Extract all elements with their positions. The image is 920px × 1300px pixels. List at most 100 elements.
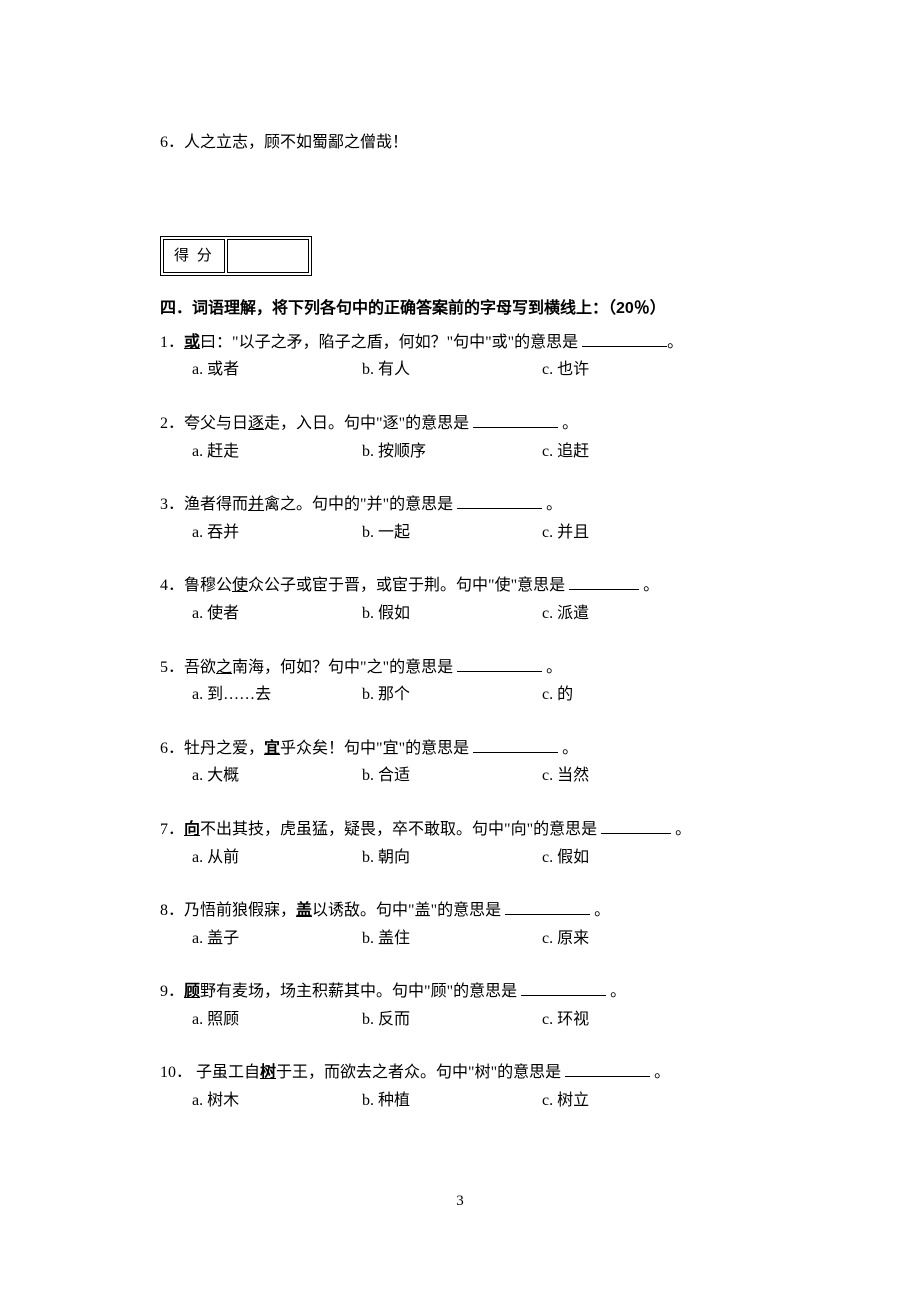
question-post-text: 不出其技，虎虽猛，疑畏，卒不敢取。句中"向"的意思是 bbox=[200, 821, 601, 838]
question: 2．夸父与日逐走，入日。句中"逐"的意思是 。a. 赶走b. 按顺序c. 追赶 bbox=[160, 411, 770, 464]
option-b: b. 假如 bbox=[362, 601, 542, 627]
option-c: c. 当然 bbox=[542, 763, 712, 789]
answer-blank[interactable] bbox=[582, 330, 667, 347]
question-tail: 。 bbox=[650, 1064, 670, 1081]
keyword: 宜 bbox=[264, 740, 280, 757]
question-pre-text: 夸父与日 bbox=[184, 415, 248, 432]
answer-blank[interactable] bbox=[565, 1060, 650, 1077]
option-b: b. 朝向 bbox=[362, 845, 542, 871]
options-row: a. 或者b. 有人c. 也许 bbox=[160, 357, 770, 383]
answer-blank[interactable] bbox=[457, 655, 542, 672]
option-a: a. 从前 bbox=[192, 845, 362, 871]
option-b: b. 合适 bbox=[362, 763, 542, 789]
options-row: a. 到……去b. 那个c. 的 bbox=[160, 682, 770, 708]
question: 5．吾欲之南海，何如？句中"之"的意思是 。a. 到……去b. 那个c. 的 bbox=[160, 655, 770, 708]
option-b: b. 种植 bbox=[362, 1088, 542, 1114]
question-text: 8．乃悟前狼假寐，盖以诱敌。句中"盖"的意思是 。 bbox=[160, 898, 770, 924]
option-b: b. 盖住 bbox=[362, 926, 542, 952]
question-post-text: 禽之。句中的"并"的意思是 bbox=[264, 496, 457, 513]
answer-blank[interactable] bbox=[569, 573, 639, 590]
question-number: 2． bbox=[160, 415, 184, 432]
question-text: 9．顾野有麦场，场主积薪其中。句中"顾"的意思是 。 bbox=[160, 979, 770, 1005]
option-a: a. 或者 bbox=[192, 357, 362, 383]
question-text: 1．或曰："以子之矛，陷子之盾，何如？"句中"或"的意思是 。 bbox=[160, 330, 770, 356]
score-blank bbox=[227, 239, 309, 273]
option-a: a. 大概 bbox=[192, 763, 362, 789]
keyword: 或 bbox=[184, 334, 200, 351]
answer-blank[interactable] bbox=[457, 492, 542, 509]
question: 1．或曰："以子之矛，陷子之盾，何如？"句中"或"的意思是 。a. 或者b. 有… bbox=[160, 330, 770, 383]
prev-question-line: 6．人之立志，顾不如蜀鄙之僧哉！ bbox=[160, 130, 770, 156]
option-a: a. 树木 bbox=[192, 1088, 362, 1114]
question-tail: 。 bbox=[639, 577, 659, 594]
question-number: 5． bbox=[160, 659, 184, 676]
question-post-text: 众公子或宦于晋，或宦于荆。句中"使"意思是 bbox=[248, 577, 569, 594]
answer-blank[interactable] bbox=[473, 411, 558, 428]
option-b: b. 那个 bbox=[362, 682, 542, 708]
answer-blank[interactable] bbox=[521, 979, 606, 996]
question-pre-text: 乃悟前狼假寐， bbox=[184, 902, 296, 919]
question-number: 1． bbox=[160, 334, 184, 351]
question-tail: 。 bbox=[558, 740, 578, 757]
option-c: c. 派遣 bbox=[542, 601, 712, 627]
question-tail: 。 bbox=[558, 415, 578, 432]
option-b: b. 有人 bbox=[362, 357, 542, 383]
option-c: c. 假如 bbox=[542, 845, 712, 871]
option-b: b. 反而 bbox=[362, 1007, 542, 1033]
keyword: 顾 bbox=[184, 983, 200, 1000]
question-post-text: 南海，何如？句中"之"的意思是 bbox=[232, 659, 457, 676]
option-a: a. 盖子 bbox=[192, 926, 362, 952]
section-title: 四．词语理解，将下列各句中的正确答案前的字母写到横线上：（20％） bbox=[160, 296, 770, 322]
options-row: a. 赶走b. 按顺序c. 追赶 bbox=[160, 439, 770, 465]
question-post-text: 曰："以子之矛，陷子之盾，何如？"句中"或"的意思是 bbox=[200, 334, 582, 351]
question-pre-text: 渔者得而 bbox=[184, 496, 248, 513]
option-c: c. 原来 bbox=[542, 926, 712, 952]
question-pre-text: 子虽工自 bbox=[192, 1064, 260, 1081]
options-row: a. 树木b. 种植c. 树立 bbox=[160, 1088, 770, 1114]
answer-blank[interactable] bbox=[505, 898, 590, 915]
answer-blank[interactable] bbox=[473, 736, 558, 753]
question: 3．渔者得而并禽之。句中的"并"的意思是 。a. 吞并b. 一起c. 并且 bbox=[160, 492, 770, 545]
question-tail: 。 bbox=[667, 334, 683, 351]
question-number: 7． bbox=[160, 821, 184, 838]
question: 9．顾野有麦场，场主积薪其中。句中"顾"的意思是 。a. 照顾b. 反而c. 环… bbox=[160, 979, 770, 1032]
question-number: 4． bbox=[160, 577, 184, 594]
option-c: c. 追赶 bbox=[542, 439, 712, 465]
keyword: 之 bbox=[216, 659, 232, 676]
keyword: 并 bbox=[248, 496, 264, 513]
question-pre-text: 牡丹之爱， bbox=[184, 740, 264, 757]
question-text: 3．渔者得而并禽之。句中的"并"的意思是 。 bbox=[160, 492, 770, 518]
options-row: a. 照顾b. 反而c. 环视 bbox=[160, 1007, 770, 1033]
question-text: 4．鲁穆公使众公子或宦于晋，或宦于荆。句中"使"意思是 。 bbox=[160, 573, 770, 599]
options-row: a. 吞并b. 一起c. 并且 bbox=[160, 520, 770, 546]
question-tail: 。 bbox=[542, 496, 562, 513]
option-a: a. 吞并 bbox=[192, 520, 362, 546]
question-post-text: 于王，而欲去之者众。句中"树"的意思是 bbox=[276, 1064, 565, 1081]
answer-blank[interactable] bbox=[601, 817, 671, 834]
question-number: 10． bbox=[160, 1064, 192, 1081]
option-a: a. 使者 bbox=[192, 601, 362, 627]
question-text: 2．夸父与日逐走，入日。句中"逐"的意思是 。 bbox=[160, 411, 770, 437]
question: 4．鲁穆公使众公子或宦于晋，或宦于荆。句中"使"意思是 。a. 使者b. 假如c… bbox=[160, 573, 770, 626]
option-a: a. 照顾 bbox=[192, 1007, 362, 1033]
questions-container: 1．或曰："以子之矛，陷子之盾，何如？"句中"或"的意思是 。a. 或者b. 有… bbox=[160, 330, 770, 1114]
question-post-text: 野有麦场，场主积薪其中。句中"顾"的意思是 bbox=[200, 983, 521, 1000]
question-number: 6． bbox=[160, 740, 184, 757]
question-post-text: 乎众矣！句中"宜"的意思是 bbox=[280, 740, 473, 757]
options-row: a. 使者b. 假如c. 派遣 bbox=[160, 601, 770, 627]
question-pre-text: 吾欲 bbox=[184, 659, 216, 676]
option-b: b. 一起 bbox=[362, 520, 542, 546]
option-c: c. 并且 bbox=[542, 520, 712, 546]
question-number: 3． bbox=[160, 496, 184, 513]
keyword: 树 bbox=[260, 1064, 276, 1081]
question: 7．向不出其技，虎虽猛，疑畏，卒不敢取。句中"向"的意思是 。a. 从前b. 朝… bbox=[160, 817, 770, 870]
score-box: 得 分 bbox=[160, 236, 312, 276]
keyword: 向 bbox=[184, 821, 200, 838]
keyword: 逐 bbox=[248, 415, 264, 432]
question-text: 6．牡丹之爱，宜乎众矣！句中"宜"的意思是 。 bbox=[160, 736, 770, 762]
document-page: 6．人之立志，顾不如蜀鄙之僧哉！ 得 分 四．词语理解，将下列各句中的正确答案前… bbox=[0, 0, 920, 1114]
question-post-text: 以诱敌。句中"盖"的意思是 bbox=[312, 902, 505, 919]
question-text: 10． 子虽工自树于王，而欲去之者众。句中"树"的意思是 。 bbox=[160, 1060, 770, 1086]
question-pre-text: 鲁穆公 bbox=[184, 577, 232, 594]
option-b: b. 按顺序 bbox=[362, 439, 542, 465]
